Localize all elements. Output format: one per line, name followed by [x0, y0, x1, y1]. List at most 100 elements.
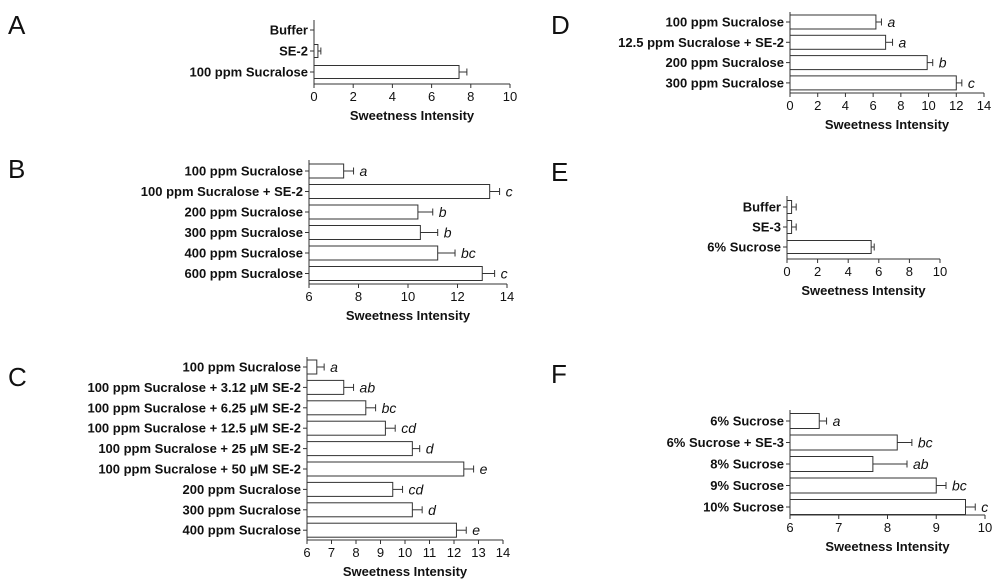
panel-d-x-tick-label: 12 — [949, 98, 963, 113]
panel-c-letter: C — [8, 362, 27, 392]
panel-c-x-tick-label: 9 — [377, 545, 384, 560]
panel-b-letter: B — [8, 154, 25, 184]
panel-c-x-tick-label: 10 — [398, 545, 412, 560]
panel-f-x-tick-label: 7 — [835, 520, 842, 535]
panel-e-bar — [786, 240, 872, 254]
panel-b-x-tick-label: 12 — [450, 289, 464, 304]
panel-f-bar — [789, 413, 820, 429]
panel-b-bar — [308, 245, 439, 261]
panel-d-letter: D — [551, 10, 570, 40]
panel-b-category-label: 300 ppm Sucralose — [185, 225, 304, 240]
panel-f-letter: F — [551, 359, 567, 389]
panel-c-significance-label: bc — [382, 400, 397, 416]
panel-d-x-tick-label: 8 — [897, 98, 904, 113]
panel-e-letter: E — [551, 157, 568, 187]
panel-c-bar — [306, 502, 413, 518]
panel-b-bar — [308, 204, 419, 220]
panel-c-x-tick-label: 13 — [471, 545, 485, 560]
panel-f-bar — [789, 434, 898, 451]
panel-b-x-tick-label: 10 — [401, 289, 415, 304]
panel-b-bar — [308, 184, 491, 199]
panel-e-bar — [786, 200, 793, 214]
panel-f-significance-label: bc — [918, 435, 933, 451]
panel-e-category-label: SE-3 — [752, 220, 781, 235]
panel-f-category-label: 9% Sucrose — [710, 478, 784, 493]
panel-f-x-tick-label: 8 — [884, 520, 891, 535]
panel-c-category-label: 100 ppm Sucralose + 25 μM SE-2 — [98, 441, 301, 456]
panel-f-x-tick-label: 10 — [978, 520, 992, 535]
panel-c-bar — [306, 420, 386, 436]
panel-e-x-axis-title: Sweetness Intensity — [801, 283, 926, 298]
panel-a-x-tick-label: 2 — [350, 89, 357, 104]
panel-c-x-tick-label: 6 — [303, 545, 310, 560]
panel-c-significance-label: e — [472, 522, 480, 538]
panel-a-category-label: SE-2 — [279, 44, 308, 59]
panel-f-category-label: 8% Sucrose — [710, 457, 784, 472]
panel-c-category-label: 100 ppm Sucralose + 3.12 μM SE-2 — [87, 380, 301, 395]
panel-c-x-tick-label: 11 — [423, 545, 437, 560]
panel-f-significance-label: bc — [952, 478, 967, 494]
panel-b-bar — [308, 266, 483, 281]
panel-c-bar — [306, 522, 457, 538]
panel-d-x-tick-label: 10 — [921, 98, 935, 113]
panel-c-bar — [306, 379, 345, 395]
panel-f-x-axis-title: Sweetness Intensity — [825, 539, 950, 554]
panel-d-significance-label: b — [939, 55, 947, 71]
panel-a-x-axis-title: Sweetness Intensity — [350, 108, 475, 123]
panel-f-category-label: 6% Sucrose — [710, 414, 784, 429]
panel-b-significance-label: bc — [461, 245, 476, 261]
panel-d-category-label: 100 ppm Sucralose — [666, 15, 785, 30]
panel-c-category-label: 100 ppm Sucralose + 6.25 μM SE-2 — [87, 400, 301, 415]
panel-c-significance-label: d — [426, 441, 435, 457]
panel-d-x-tick-label: 2 — [814, 98, 821, 113]
panel-c-category-label: 100 ppm Sucralose + 50 μM SE-2 — [98, 462, 301, 477]
panel-c-category-label: 300 ppm Sucralose — [183, 502, 302, 517]
panel-b-significance-label: c — [501, 266, 508, 282]
panel-d-significance-label: c — [968, 75, 975, 91]
panel-f-significance-label: a — [833, 413, 841, 429]
panel-b-category-label: 100 ppm Sucralose — [185, 164, 304, 179]
panel-e-x-tick-label: 4 — [845, 264, 852, 279]
panel-c-significance-label: cd — [409, 481, 425, 497]
panel-f-bar — [789, 499, 966, 515]
panel-e-x-tick-label: 2 — [814, 264, 821, 279]
panel-d-category-label: 200 ppm Sucralose — [666, 55, 785, 70]
panel-f-category-label: 6% Sucrose + SE-3 — [667, 435, 784, 450]
panel-c-x-axis-title: Sweetness Intensity — [343, 564, 468, 579]
panel-c-significance-label: e — [480, 461, 488, 477]
panel-b-x-axis-title: Sweetness Intensity — [346, 308, 471, 323]
panel-b-bar — [308, 163, 345, 179]
panel-e-bar — [786, 220, 793, 234]
panel-a-category-label: 100 ppm Sucralose — [190, 65, 309, 80]
panel-b-x-tick-label: 6 — [305, 289, 312, 304]
panel-c-category-label: 100 ppm Sucralose + 12.5 μM SE-2 — [87, 421, 301, 436]
panel-d-bar — [789, 34, 887, 50]
panel-d-bar — [789, 14, 877, 30]
panel-c-x-tick-label: 14 — [496, 545, 510, 560]
panel-c-bar — [306, 441, 413, 457]
panel-a-x-tick-label: 8 — [467, 89, 474, 104]
panel-a-bar — [313, 44, 319, 58]
panel-d-category-label: 12.5 ppm Sucralose + SE-2 — [618, 35, 784, 50]
panel-e-category-label: Buffer — [743, 200, 781, 215]
panel-d-significance-label: a — [899, 34, 907, 50]
panel-c-significance-label: a — [330, 359, 338, 375]
panel-f-bar — [789, 456, 874, 472]
panel-d-x-tick-label: 14 — [977, 98, 991, 113]
panel-a-category-label: Buffer — [270, 23, 308, 38]
panel-c-bar — [306, 359, 318, 375]
panel-a-letter: A — [8, 10, 26, 40]
panel-b-significance-label: c — [506, 184, 513, 200]
panel-a-x-tick-label: 6 — [428, 89, 435, 104]
panel-c-x-tick-label: 12 — [447, 545, 461, 560]
panel-b-x-tick-label: 8 — [355, 289, 362, 304]
panel-d-bar — [789, 55, 928, 71]
panel-e-category-label: 6% Sucrose — [707, 240, 781, 255]
panel-c-x-tick-label: 8 — [352, 545, 359, 560]
panel-b-significance-label: b — [444, 225, 452, 241]
panel-a-x-tick-label: 0 — [310, 89, 317, 104]
panel-d-category-label: 300 ppm Sucralose — [666, 75, 785, 90]
panel-c-category-label: 100 ppm Sucralose — [183, 360, 302, 375]
panel-b-x-tick-label: 14 — [500, 289, 514, 304]
